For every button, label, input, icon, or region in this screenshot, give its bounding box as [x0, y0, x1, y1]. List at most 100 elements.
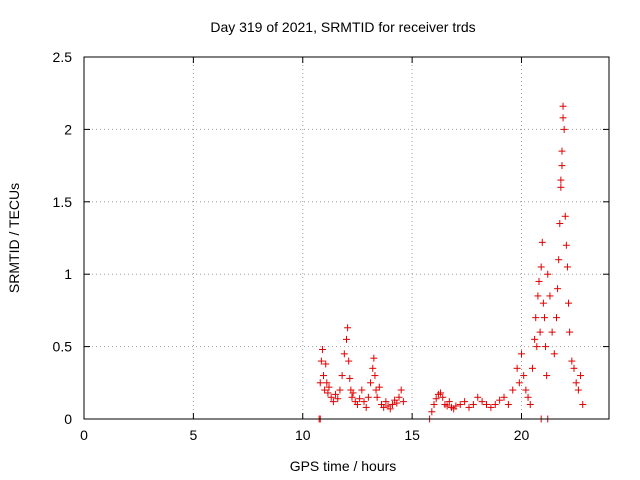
data-point: [515, 379, 523, 387]
data-point: [559, 114, 567, 122]
data-point: [563, 263, 571, 271]
data-point: [461, 398, 469, 406]
data-point: [557, 176, 565, 184]
data-point: [504, 401, 512, 409]
data-point: [345, 357, 353, 365]
data-point: [316, 379, 324, 387]
data-point: [348, 393, 356, 401]
data-point: [540, 314, 548, 322]
data-point: [327, 393, 335, 401]
data-point: [372, 386, 380, 394]
data-point: [344, 324, 352, 332]
data-point: [439, 393, 447, 401]
data-point: [536, 328, 544, 336]
y-tick-label: 2.5: [53, 49, 73, 65]
data-point: [373, 393, 381, 401]
data-point: [349, 389, 357, 397]
data-point: [558, 147, 566, 155]
data-point: [562, 241, 570, 249]
data-point: [518, 350, 525, 358]
data-point: [432, 395, 440, 403]
ticks-layer: 0 5 10 15 20 0 0.5 1 1.5 2 2.5: [53, 49, 609, 443]
data-point: [546, 292, 554, 300]
x-tick-label: 10: [295, 427, 311, 443]
data-point: [386, 405, 394, 413]
x-axis-label: GPS time / hours: [290, 458, 397, 474]
data-point: [560, 125, 568, 133]
data-point: [568, 357, 576, 365]
data-point: [500, 393, 508, 401]
data-point: [554, 285, 562, 293]
data-point: [559, 102, 567, 110]
chart-title: Day 319 of 2021, SRMTID for receiver trd…: [210, 19, 475, 35]
data-point: [542, 343, 550, 351]
data-point: [483, 401, 490, 409]
data-point: [320, 372, 328, 380]
data-point: [338, 372, 346, 380]
data-point: [323, 379, 331, 387]
y-axis-label: SRMTID / TECUs: [6, 183, 22, 293]
data-point: [329, 398, 337, 406]
data-point: [369, 364, 377, 372]
data-point: [375, 383, 383, 391]
data-point: [382, 398, 390, 406]
data-point: [397, 386, 405, 394]
data-point: [539, 299, 547, 307]
data-point: [364, 393, 372, 401]
data-point: [526, 401, 534, 409]
y-tick-label: 1: [64, 266, 72, 282]
data-point: [443, 402, 451, 410]
data-point: [565, 299, 573, 307]
data-point: [537, 263, 545, 271]
data-point: [535, 277, 543, 285]
data-point: [452, 402, 460, 410]
data-point: [513, 364, 521, 372]
data-point: [509, 386, 517, 394]
data-point: [469, 401, 477, 409]
data-point: [557, 183, 565, 191]
data-point: [340, 350, 348, 358]
data-point: [346, 374, 354, 382]
plot-frame: [83, 56, 610, 420]
data-point: [325, 383, 333, 391]
data-point: [478, 398, 486, 406]
data-point: [548, 328, 556, 336]
data-point: [321, 386, 329, 394]
data-point: [430, 401, 438, 409]
data-point: [579, 401, 587, 409]
y-tick-label: 0.5: [53, 339, 73, 355]
data-point: [371, 372, 379, 380]
x-tick-label: 5: [189, 427, 197, 443]
data-point: [522, 386, 530, 394]
x-tick-label: 20: [514, 427, 530, 443]
data-point: [370, 354, 378, 362]
data-point: [358, 386, 366, 394]
data-point: [533, 343, 541, 351]
data-point: [553, 314, 560, 322]
data-point: [574, 386, 582, 394]
data-point: [465, 403, 473, 411]
data-point: [550, 350, 558, 358]
data-point: [362, 403, 370, 411]
grid-layer: [84, 57, 609, 419]
data-point: [538, 238, 546, 246]
data-point: [487, 403, 495, 411]
data-point: [445, 398, 453, 406]
data-point: [524, 393, 532, 401]
data-point: [555, 256, 563, 264]
y-tick-label: 1.5: [53, 194, 73, 210]
data-point: [566, 328, 574, 336]
data-point: [317, 357, 325, 365]
data-point: [388, 401, 396, 409]
data-point: [437, 389, 445, 397]
data-point: [572, 379, 580, 387]
data-point: [561, 212, 569, 220]
data-point: [322, 360, 330, 368]
data-point: [395, 393, 403, 401]
data-point: [534, 292, 542, 300]
data-point: [528, 364, 536, 372]
data-point: [491, 401, 499, 409]
data-point: [324, 389, 332, 397]
